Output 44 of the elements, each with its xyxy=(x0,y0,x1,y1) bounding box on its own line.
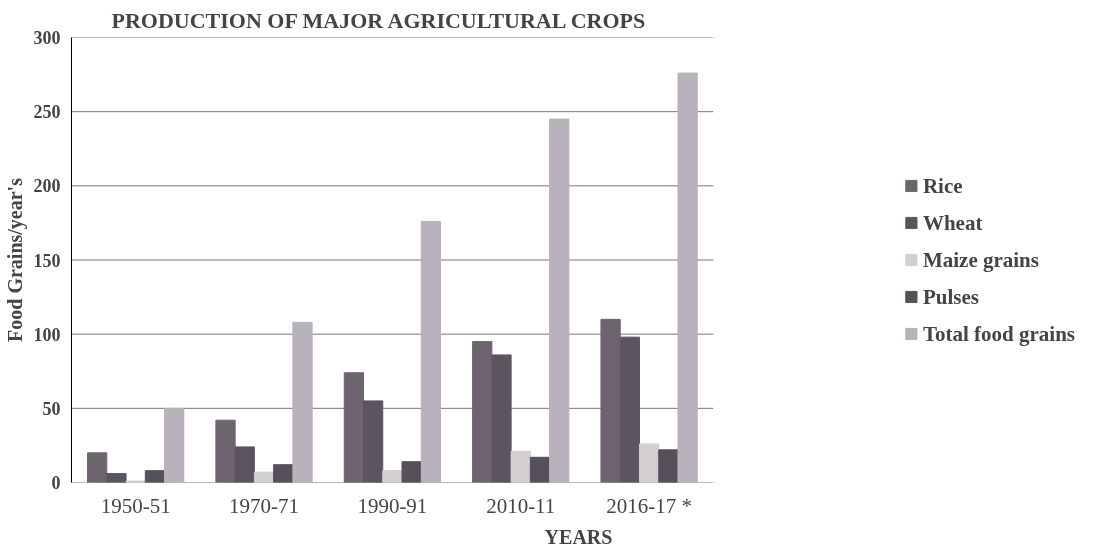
bar xyxy=(363,400,384,483)
y-tick-label: 300 xyxy=(33,28,61,48)
bar xyxy=(234,446,255,483)
bar xyxy=(401,461,422,483)
bar xyxy=(253,471,275,483)
bar xyxy=(292,321,313,483)
x-tick-label: 1970-71 xyxy=(229,493,300,518)
y-axis-title: Food Grains/year's xyxy=(3,177,27,342)
bar xyxy=(106,473,127,483)
bar xyxy=(529,456,551,483)
x-tick-label: 2010-11 xyxy=(486,493,556,518)
x-axis-title: YEARS xyxy=(544,525,613,548)
legend-label: Pulses xyxy=(922,284,979,309)
bar xyxy=(658,449,679,483)
bar xyxy=(638,443,660,483)
x-tick-label: 1990-91 xyxy=(357,493,428,518)
bar xyxy=(619,336,640,483)
bar xyxy=(382,470,403,483)
y-tick-label: 150 xyxy=(33,250,61,271)
bar xyxy=(144,470,166,483)
bar xyxy=(164,407,185,483)
y-tick-label: 100 xyxy=(33,324,61,345)
bar xyxy=(343,372,365,483)
legend-label: Maize grains xyxy=(922,247,1039,272)
y-tick-label: 0 xyxy=(51,473,61,493)
bar xyxy=(549,118,570,483)
bar xyxy=(677,72,698,483)
bar xyxy=(215,419,236,483)
x-tick-label: 1950-51 xyxy=(100,493,171,518)
legend-label: Total food grains xyxy=(922,321,1075,346)
y-tick-label: 250 xyxy=(33,102,61,123)
bar xyxy=(491,354,512,483)
bar xyxy=(510,450,531,483)
y-tick-label: 200 xyxy=(33,176,61,197)
bar xyxy=(600,318,621,483)
y-tick-label: 50 xyxy=(42,398,61,419)
chart-title: PRODUCTION OF MAJOR AGRICULTURAL CROPS xyxy=(111,7,646,33)
legend-label: Rice xyxy=(922,173,963,198)
bar xyxy=(273,464,294,483)
bar xyxy=(87,452,108,483)
bar xyxy=(420,220,442,483)
x-tick-label: 2016-17 * xyxy=(606,493,692,518)
legend-label: Wheat xyxy=(922,210,983,235)
bar xyxy=(472,341,493,483)
